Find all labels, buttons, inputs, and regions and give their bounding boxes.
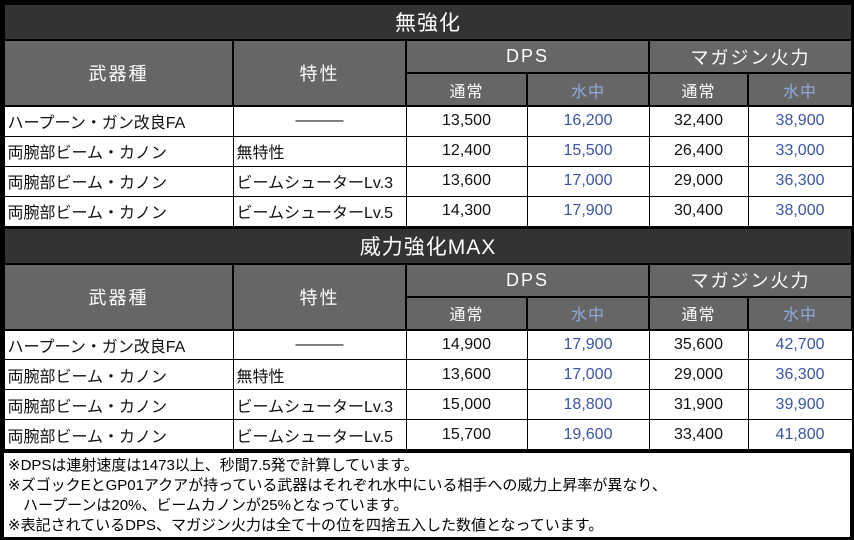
magazine-water-subheader: 水中 xyxy=(746,72,854,107)
dps-water-cell: 17,000 xyxy=(526,359,650,390)
weapon-cell: ハープーン・ガン改良FA xyxy=(3,105,234,137)
trait-cell: ――― xyxy=(232,105,407,137)
weapon-cell: 両腕部ビーム・カノン xyxy=(3,389,234,420)
trait-header: 特性 xyxy=(232,262,407,331)
weapon-cell: 両腕部ビーム・カノン xyxy=(3,135,234,167)
magazine-normal-cell: 35,600 xyxy=(648,329,749,360)
table-power-enhancement-max: 威力強化MAX 武器種 特性 DPS マガジン火力 通常 水中 通常 水中 ハー… xyxy=(2,226,854,450)
dps-water-cell: 19,600 xyxy=(526,419,650,450)
weapon-type-header: 武器種 xyxy=(3,262,234,331)
magazine-normal-cell: 32,400 xyxy=(648,105,749,137)
dps-water-cell: 17,900 xyxy=(526,329,650,360)
table-title-row: 威力強化MAX xyxy=(2,226,854,265)
dps-header: DPS xyxy=(405,39,650,74)
magazine-normal-subheader: 通常 xyxy=(648,72,749,107)
dps-water-subheader: 水中 xyxy=(526,295,650,331)
table-no-enhancement: 無強化 武器種 特性 DPS マガジン火力 通常 水中 通常 水中 ハープーン・… xyxy=(2,3,854,227)
magazine-water-cell: 36,300 xyxy=(747,165,853,197)
magazine-water-cell: 38,900 xyxy=(747,105,853,137)
dps-normal-cell: 12,400 xyxy=(405,135,528,167)
table-row: 両腕部ビーム・カノン 無特性 12,400 15,500 26,400 33,0… xyxy=(3,135,853,167)
magazine-normal-cell: 29,000 xyxy=(648,165,749,197)
table-row: 両腕部ビーム・カノン ビームシューターLv.5 15,700 19,600 33… xyxy=(3,419,853,450)
dps-water-cell: 15,500 xyxy=(526,135,650,167)
dps-normal-cell: 14,900 xyxy=(405,329,528,360)
dps-water-cell: 18,800 xyxy=(526,389,650,420)
magazine-power-header: マガジン火力 xyxy=(647,39,854,74)
table-row: ハープーン・ガン改良FA ――― 13,500 16,200 32,400 38… xyxy=(3,105,853,137)
dps-water-cell: 17,900 xyxy=(526,195,650,227)
magazine-water-subheader: 水中 xyxy=(746,295,854,331)
table-row: 両腕部ビーム・カノン ビームシューターLv.3 13,600 17,000 29… xyxy=(3,165,853,197)
magazine-normal-cell: 31,900 xyxy=(648,389,749,420)
dps-normal-cell: 13,500 xyxy=(405,105,528,137)
trait-cell: ビームシューターLv.3 xyxy=(232,165,407,197)
footnote-line: ※表記されているDPS、マガジン火力は全て十の位を四捨五入した数値となっています… xyxy=(8,517,604,534)
dps-header: DPS xyxy=(405,262,650,298)
table-row: 両腕部ビーム・カノン ビームシューターLv.3 15,000 18,800 31… xyxy=(3,389,853,420)
magazine-water-cell: 36,300 xyxy=(747,359,853,390)
trait-cell: ――― xyxy=(232,329,407,360)
dps-water-cell: 16,200 xyxy=(526,105,650,137)
trait-cell: 無特性 xyxy=(232,359,407,390)
weapon-type-header: 武器種 xyxy=(3,39,234,107)
magazine-normal-cell: 26,400 xyxy=(648,135,749,167)
trait-cell: ビームシューターLv.5 xyxy=(232,195,407,227)
header-row-groups: 武器種 特性 DPS マガジン火力 xyxy=(3,262,854,331)
magazine-normal-cell: 29,000 xyxy=(648,359,749,390)
trait-cell: ビームシューターLv.3 xyxy=(232,389,407,420)
magazine-water-cell: 41,800 xyxy=(747,419,853,450)
magazine-normal-cell: 30,400 xyxy=(648,195,749,227)
table-row: 両腕部ビーム・カノン ビームシューターLv.5 14,300 17,900 30… xyxy=(3,195,853,227)
weapon-cell: 両腕部ビーム・カノン xyxy=(3,195,234,227)
footnote-line: ハープーンは20%、ビームカノンが25%となっています。 xyxy=(8,497,409,514)
dps-normal-cell: 15,700 xyxy=(405,419,528,450)
dps-normal-cell: 15,000 xyxy=(405,389,528,420)
magazine-normal-subheader: 通常 xyxy=(648,295,749,331)
table-row: 両腕部ビーム・カノン 無特性 13,600 17,000 29,000 36,3… xyxy=(3,359,853,390)
dps-normal-subheader: 通常 xyxy=(405,72,528,107)
dps-normal-cell: 13,600 xyxy=(405,359,528,390)
table-row: ハープーン・ガン改良FA ――― 14,900 17,900 35,600 42… xyxy=(3,329,853,360)
magazine-water-cell: 39,900 xyxy=(747,389,853,420)
header-row-sub: 通常 水中 通常 水中 xyxy=(4,72,854,107)
dps-normal-subheader: 通常 xyxy=(405,295,528,331)
table-title-no-enhancement: 無強化 xyxy=(2,3,854,41)
dps-normal-cell: 13,600 xyxy=(405,165,528,197)
footnote-line: ※ズゴックEとGP01アクアが持っている武器はそれぞれ水中にいる相手への威力上昇… xyxy=(8,477,667,494)
dps-water-cell: 17,000 xyxy=(526,165,650,197)
magazine-power-header: マガジン火力 xyxy=(647,262,854,298)
footnotes-block: ※DPSは連射速度は1473以上、秒間7.5発で計算しています。 ※ズゴックEと… xyxy=(3,452,851,538)
header-row-sub: 通常 水中 通常 水中 xyxy=(4,295,854,331)
header-row-groups: 武器種 特性 DPS マガジン火力 xyxy=(3,39,854,107)
magazine-water-cell: 33,000 xyxy=(747,135,853,167)
weapon-cell: 両腕部ビーム・カノン xyxy=(3,359,234,390)
magazine-water-cell: 38,000 xyxy=(747,195,853,227)
footnote-line: ※DPSは連射速度は1473以上、秒間7.5発で計算しています。 xyxy=(8,457,419,474)
table-title-row: 無強化 xyxy=(2,3,854,41)
dps-normal-cell: 14,300 xyxy=(405,195,528,227)
weapon-cell: ハープーン・ガン改良FA xyxy=(3,329,234,360)
trait-cell: 無特性 xyxy=(232,135,407,167)
magazine-normal-cell: 33,400 xyxy=(648,419,749,450)
table-title-power-enhancement-max: 威力強化MAX xyxy=(2,226,854,265)
dps-water-subheader: 水中 xyxy=(526,72,650,107)
trait-header: 特性 xyxy=(232,39,407,107)
trait-cell: ビームシューターLv.5 xyxy=(232,419,407,450)
magazine-water-cell: 42,700 xyxy=(747,329,853,360)
weapon-cell: 両腕部ビーム・カノン xyxy=(3,165,234,197)
weapon-cell: 両腕部ビーム・カノン xyxy=(3,419,234,450)
